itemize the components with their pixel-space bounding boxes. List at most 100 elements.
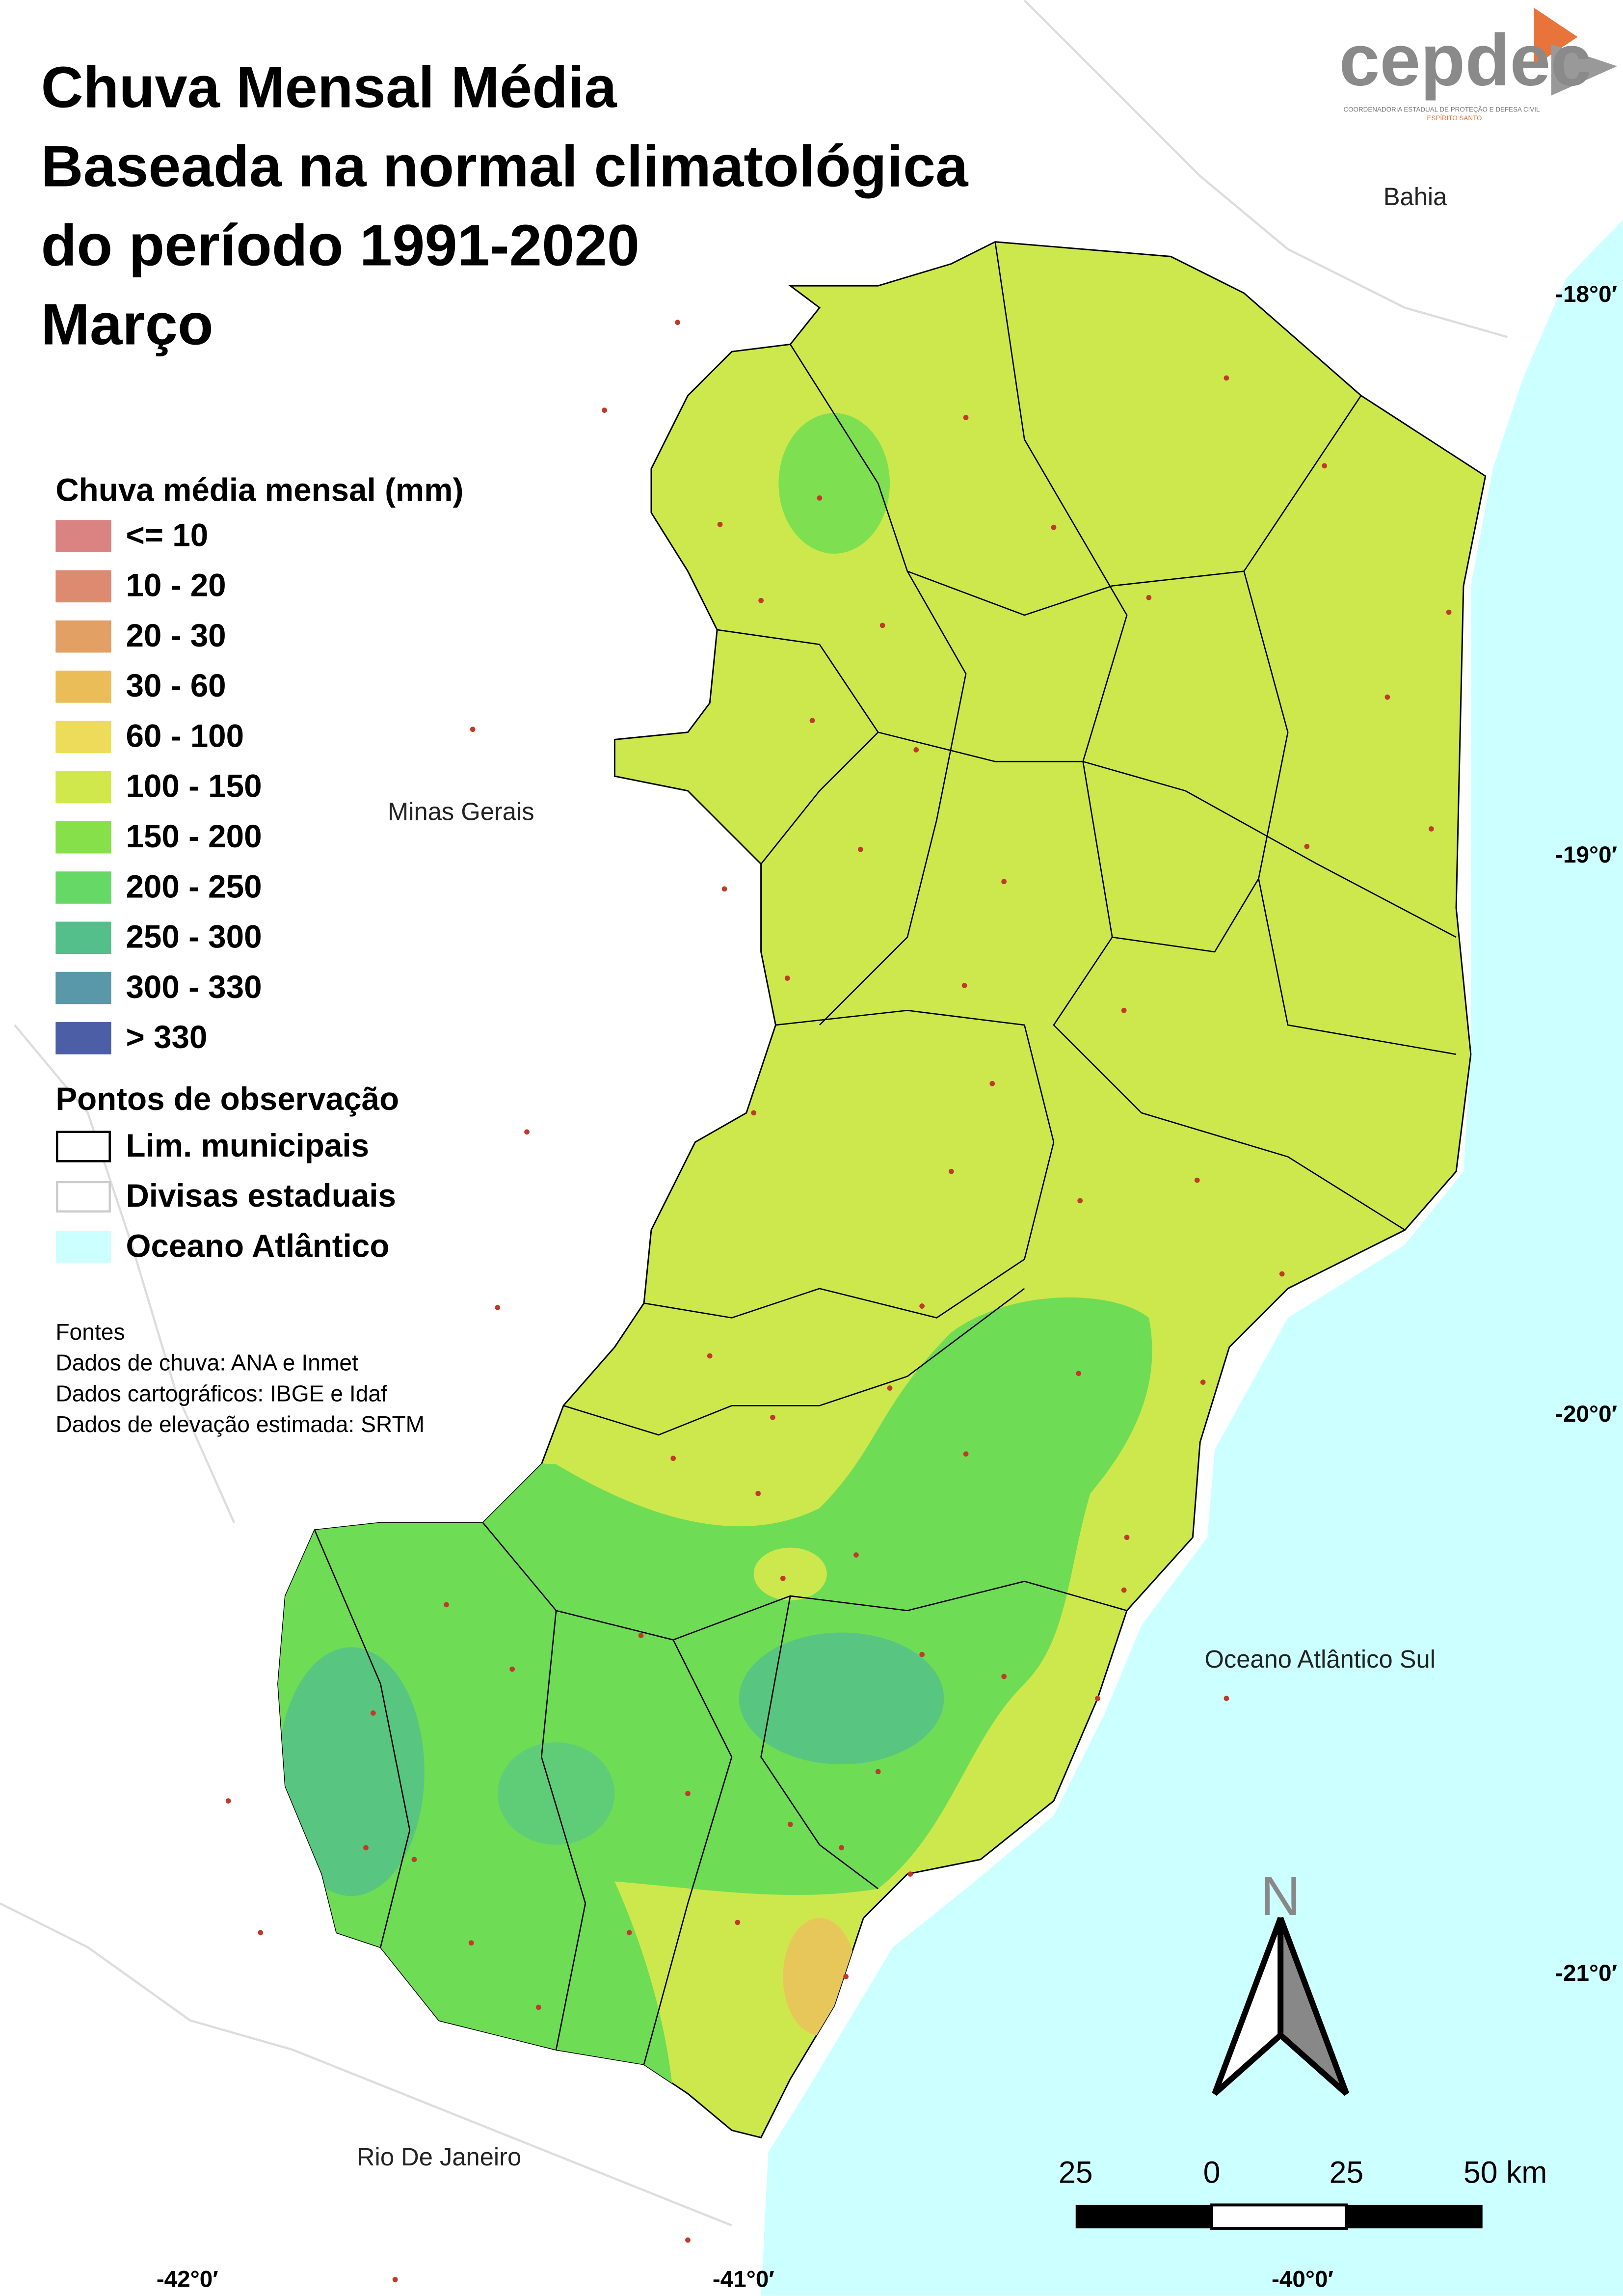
scale-label: 25	[1330, 2156, 1364, 2190]
observation-point	[735, 1919, 741, 1925]
legend-label: 60 - 100	[126, 718, 244, 754]
legend-label: 100 - 150	[126, 768, 262, 804]
north-arrow	[1212, 1917, 1349, 2096]
observation-point	[919, 1651, 925, 1657]
observation-points	[225, 320, 1452, 2282]
legend-swatch	[55, 771, 111, 804]
logo-mark	[1534, 7, 1618, 96]
legend-swatch	[55, 671, 111, 703]
observation-point	[495, 1305, 501, 1310]
scale-label: 50 km	[1463, 2156, 1547, 2190]
layer-swatch	[56, 1131, 111, 1162]
latitude-label: -21°0′	[1555, 1960, 1617, 1986]
scale-label: 25	[1059, 2156, 1093, 2190]
legend-swatch	[55, 620, 111, 653]
observation-point	[1304, 843, 1310, 849]
observation-point	[839, 1845, 844, 1851]
observation-point	[919, 1303, 925, 1309]
observation-point	[843, 1973, 849, 1979]
observation-point	[1051, 524, 1057, 530]
observation-point	[721, 886, 727, 892]
observation-point	[470, 727, 476, 732]
latitude-label: -20°0′	[1555, 1401, 1617, 1427]
observation-point	[907, 1871, 913, 1877]
observation-point	[963, 415, 969, 420]
observation-point	[963, 1451, 969, 1457]
legend-swatch	[55, 871, 111, 904]
legend-swatch	[55, 972, 111, 1004]
observation-point	[524, 1129, 530, 1135]
title-line: Março	[41, 292, 213, 357]
legend-label: 20 - 30	[126, 618, 226, 653]
observation-point	[1146, 594, 1152, 600]
legend-swatch	[55, 721, 111, 753]
legend-label: 300 - 330	[126, 969, 262, 1005]
observation-point	[258, 1930, 264, 1936]
observation-point	[1095, 1696, 1100, 1702]
scale-bar	[1075, 2203, 1483, 2230]
observation-point	[1121, 1587, 1127, 1593]
observation-point	[755, 1490, 761, 1496]
observation-point	[1001, 1674, 1007, 1679]
title-line: Baseada na normal climatológica	[41, 134, 969, 199]
observation-point	[1322, 463, 1328, 469]
observation-point	[675, 320, 681, 325]
layer-label: Oceano Atlântico	[126, 1228, 389, 1264]
observation-point	[1279, 1271, 1285, 1277]
observation-point	[707, 1353, 713, 1359]
observation-point	[685, 1791, 691, 1796]
legend-swatch	[55, 821, 111, 854]
observation-point	[444, 1602, 449, 1608]
place-label: Oceano Atlântico Sul	[1204, 1645, 1436, 1673]
observation-point	[509, 1666, 515, 1672]
observation-title: Pontos de observação	[55, 1081, 399, 1117]
legend-label: > 330	[126, 1019, 207, 1055]
observation-point	[758, 597, 764, 603]
observation-point	[1446, 609, 1452, 615]
observation-point	[1077, 1198, 1083, 1204]
observation-point	[717, 521, 723, 527]
observation-point	[1001, 879, 1007, 885]
observation-point	[392, 2277, 398, 2282]
observation-point	[784, 975, 790, 981]
source-line: Dados de elevação estimada: SRTM	[55, 1411, 425, 1437]
observation-point	[858, 846, 863, 852]
observation-point	[887, 1385, 893, 1391]
observation-point	[1200, 1379, 1206, 1385]
place-label: Minas Gerais	[388, 798, 534, 826]
observation-point	[685, 2237, 691, 2243]
ocean	[761, 219, 1623, 2296]
observation-point	[948, 1168, 954, 1174]
observation-point	[817, 495, 823, 501]
legend-swatch	[55, 921, 111, 954]
municipal-limits	[314, 242, 1457, 2065]
observation-point	[780, 1575, 786, 1581]
observation-point	[875, 1769, 881, 1775]
layer-label: Lim. municipais	[126, 1128, 369, 1163]
source-line: Dados de chuva: ANA e Inmet	[55, 1350, 358, 1376]
logo-subtitle: COORDENADORIA ESTADUAL DE PROTEÇÃO E DEF…	[1343, 106, 1540, 113]
layer-label: Divisas estaduais	[126, 1178, 396, 1214]
observation-point	[638, 1633, 644, 1638]
state-borders	[0, 0, 1508, 2227]
latitude-label: -18°0′	[1555, 281, 1617, 307]
legend-label: <= 10	[126, 517, 208, 553]
observation-point	[787, 1821, 793, 1827]
observation-point	[626, 1930, 632, 1936]
legend-swatch	[55, 570, 111, 603]
legend-swatch	[55, 520, 111, 552]
observation-point	[468, 1940, 474, 1946]
observation-point	[363, 1845, 369, 1851]
observation-point	[1124, 1535, 1130, 1540]
longitude-label: -40°0′	[1272, 2266, 1333, 2292]
legend-label: 150 - 200	[126, 818, 262, 854]
observation-point	[1194, 1177, 1200, 1183]
north-label: N	[1260, 1865, 1301, 1927]
observation-point	[1384, 694, 1390, 700]
longitude-label: -42°0′	[157, 2266, 218, 2292]
observation-point	[1121, 1007, 1127, 1013]
legend-label: 200 - 250	[126, 868, 262, 904]
observation-point	[411, 1857, 417, 1863]
observation-point	[602, 407, 607, 413]
